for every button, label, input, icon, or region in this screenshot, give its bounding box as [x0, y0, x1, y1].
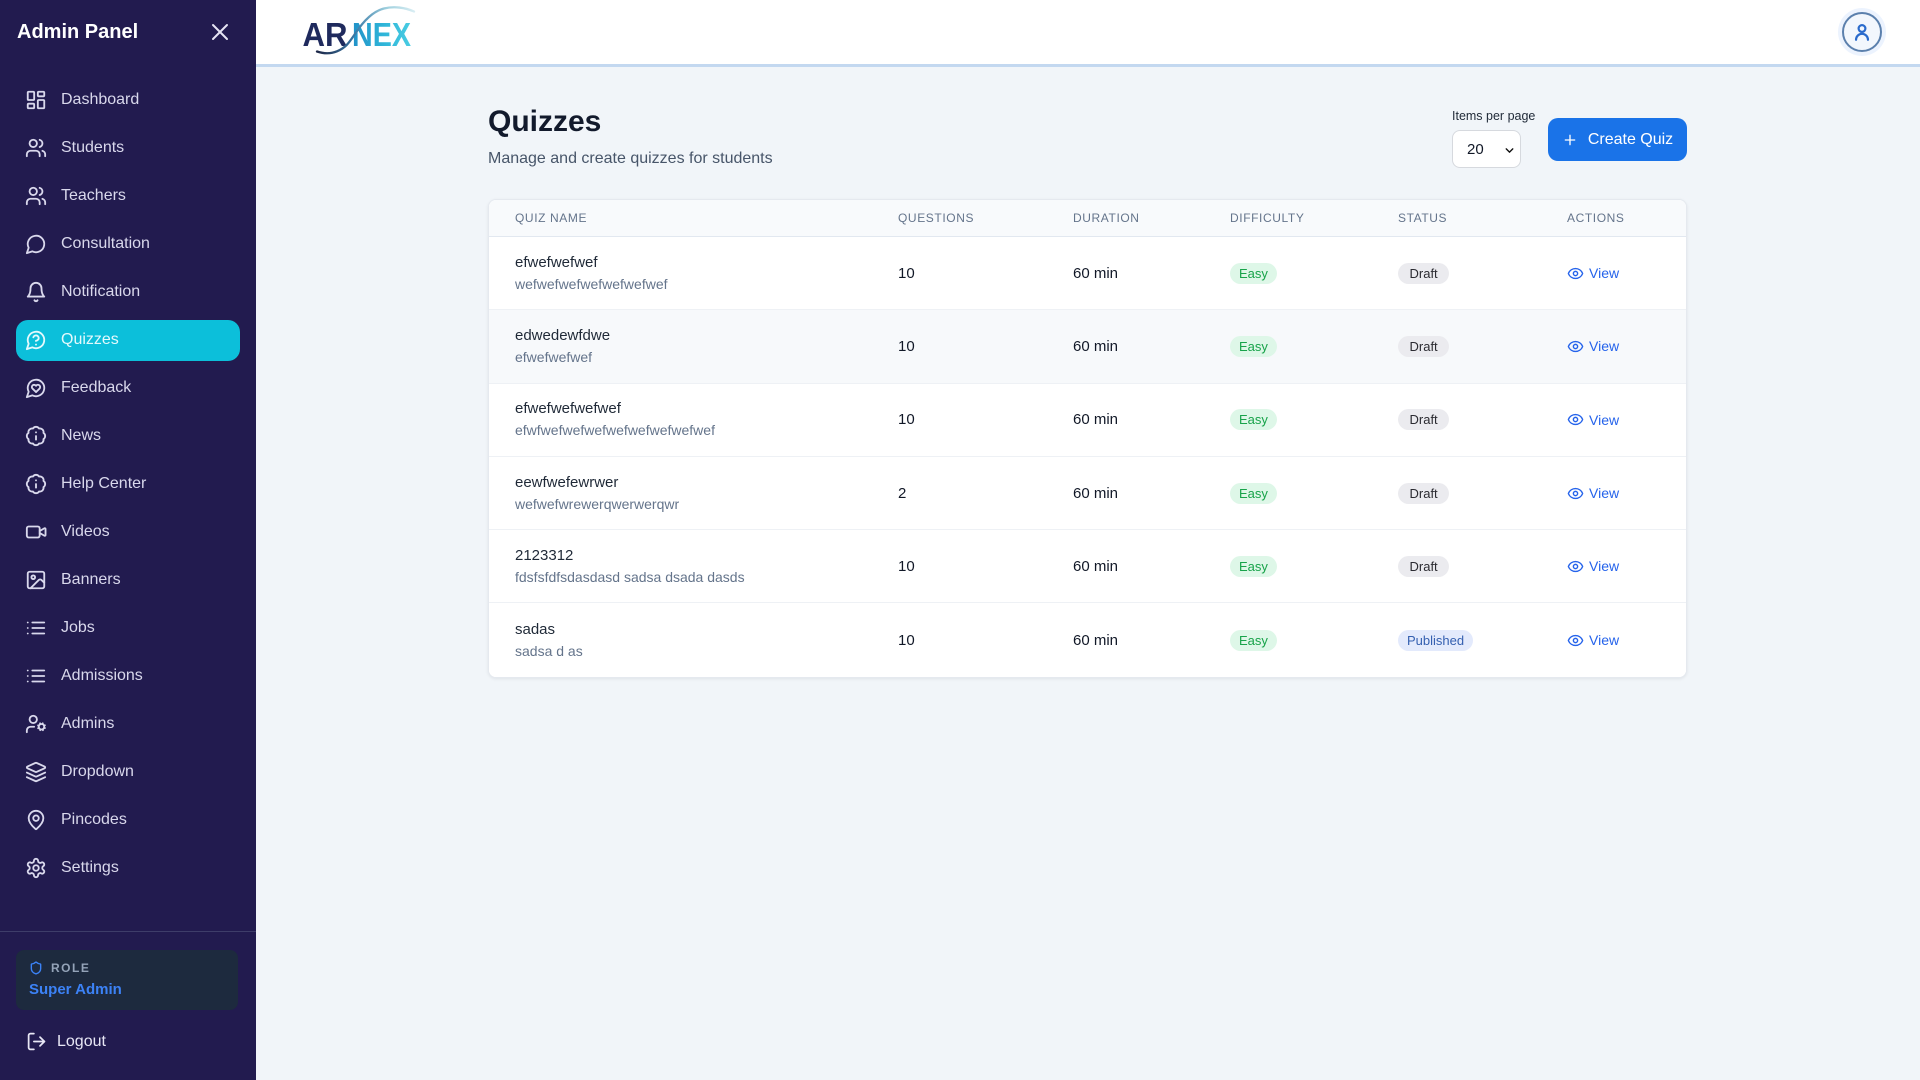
svg-text:NEX: NEX [352, 17, 412, 54]
svg-text:AR: AR [303, 17, 348, 54]
